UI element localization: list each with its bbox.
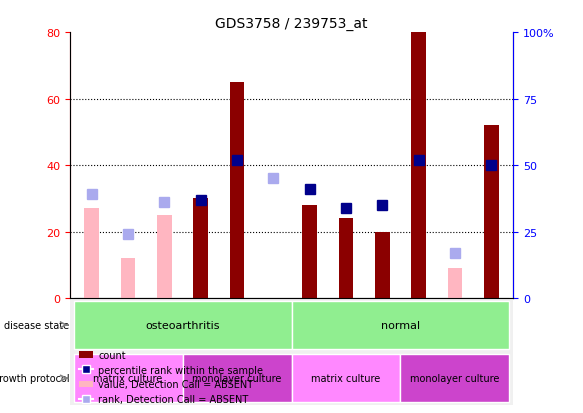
Bar — [194, 199, 208, 299]
Bar — [375, 232, 389, 299]
Bar — [85, 209, 99, 299]
Title: GDS3758 / 239753_at: GDS3758 / 239753_at — [215, 17, 368, 31]
Bar — [121, 259, 135, 299]
Text: osteoarthritis: osteoarthritis — [145, 320, 220, 330]
Text: normal: normal — [381, 320, 420, 330]
Text: monolayer culture: monolayer culture — [192, 373, 282, 383]
Bar — [412, 33, 426, 299]
FancyBboxPatch shape — [73, 301, 292, 349]
Bar — [303, 206, 317, 299]
Legend: count, percentile rank within the sample, value, Detection Call = ABSENT, rank, : count, percentile rank within the sample… — [75, 346, 267, 408]
Text: matrix culture: matrix culture — [311, 373, 381, 383]
Text: disease state: disease state — [4, 320, 69, 330]
Text: growth protocol: growth protocol — [0, 373, 69, 383]
Bar — [157, 216, 171, 299]
FancyBboxPatch shape — [292, 301, 510, 349]
Bar — [339, 219, 353, 299]
Text: matrix culture: matrix culture — [93, 373, 163, 383]
Bar — [230, 83, 244, 299]
Text: monolayer culture: monolayer culture — [410, 373, 500, 383]
Bar — [484, 126, 498, 299]
FancyBboxPatch shape — [182, 354, 292, 402]
FancyBboxPatch shape — [292, 354, 401, 402]
FancyBboxPatch shape — [73, 354, 182, 402]
Bar — [448, 269, 462, 299]
FancyBboxPatch shape — [401, 354, 510, 402]
